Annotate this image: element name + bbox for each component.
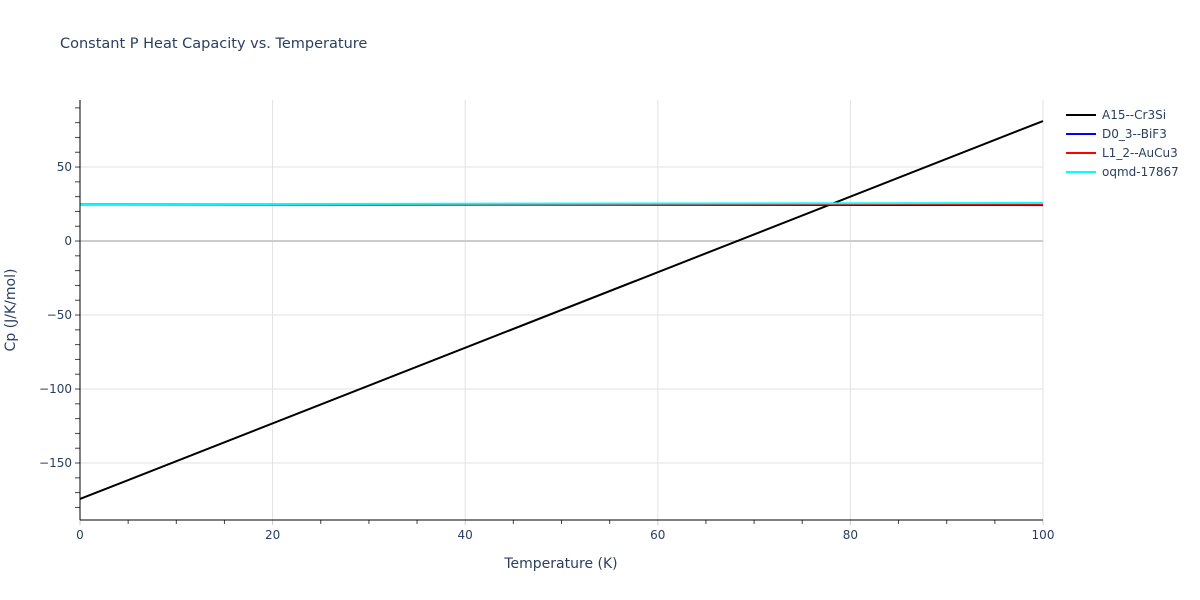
legend-item[interactable]: A15--Cr3Si xyxy=(1066,105,1179,124)
data-series xyxy=(79,120,1044,500)
legend-label: D0_3--BiF3 xyxy=(1102,126,1167,141)
series-line xyxy=(79,202,1044,206)
tick-labels: 0 20 40 60 80 100 −150 −100 −50 0 50 xyxy=(39,160,1054,542)
y-axis-title: Cp (J/K/mol) xyxy=(3,269,19,352)
x-tick-label: 80 xyxy=(843,528,858,542)
legend-swatch xyxy=(1066,132,1096,135)
legend-label: L1_2--AuCu3 xyxy=(1102,145,1178,160)
x-tick-label: 40 xyxy=(458,528,473,542)
y-tick-label: 0 xyxy=(64,234,72,248)
x-tick-label: 20 xyxy=(265,528,280,542)
grid-lines xyxy=(80,100,1044,520)
legend-label: A15--Cr3Si xyxy=(1102,107,1167,122)
legend: A15--Cr3Si D0_3--BiF3 L1_2--AuCu3 oqmd-1786… xyxy=(1066,105,1179,181)
legend-swatch xyxy=(1066,113,1096,116)
legend-label: oqmd-17867 xyxy=(1102,164,1179,179)
y-tick-label: −100 xyxy=(39,382,72,396)
series-line xyxy=(79,120,1044,500)
x-axis-title: Temperature (K) xyxy=(503,556,617,572)
y-tick-label: −150 xyxy=(39,456,72,470)
legend-swatch xyxy=(1066,170,1096,173)
legend-item[interactable]: oqmd-17867 xyxy=(1066,162,1179,181)
x-tick-label: 0 xyxy=(76,528,84,542)
legend-swatch xyxy=(1066,151,1096,154)
y-tick-label: 50 xyxy=(57,160,72,174)
legend-item[interactable]: L1_2--AuCu3 xyxy=(1066,143,1179,162)
legend-item[interactable]: D0_3--BiF3 xyxy=(1066,124,1179,143)
x-tick-label: 100 xyxy=(1032,528,1055,542)
axes xyxy=(75,100,1044,525)
x-tick-label: 60 xyxy=(650,528,665,542)
y-tick-label: −50 xyxy=(47,308,72,322)
chart-title: Constant P Heat Capacity vs. Temperature xyxy=(60,36,368,52)
